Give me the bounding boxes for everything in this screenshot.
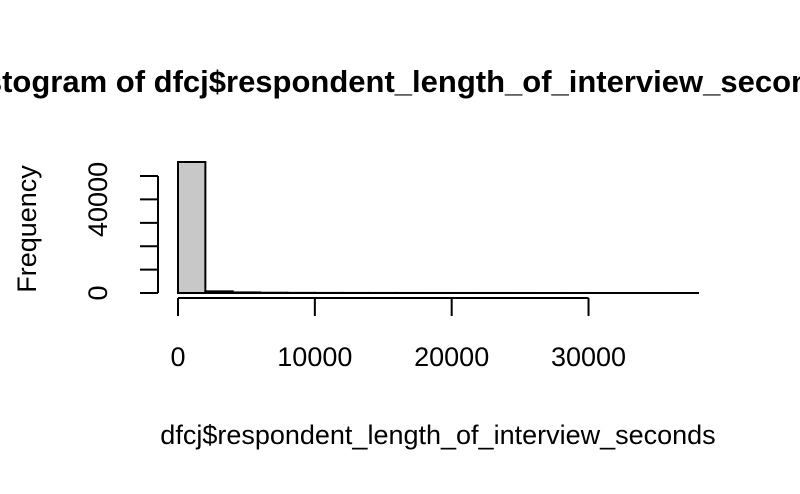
y-tick-label-4: 40000 xyxy=(83,162,113,237)
histogram-bar-0 xyxy=(177,161,207,294)
y-axis-label: Frequency xyxy=(12,165,42,293)
x-tick-label-2: 20000 xyxy=(414,342,489,372)
x-tick-label-1: 10000 xyxy=(277,342,352,372)
x-axis-label: dfcj$respondent_length_of_interview_seco… xyxy=(160,420,715,450)
histogram-bar-1 xyxy=(204,290,234,294)
y-axis: 0 40000 xyxy=(83,162,159,301)
y-tick-label-0: 0 xyxy=(83,285,113,300)
histogram-bar-2 xyxy=(231,291,262,295)
bars-group xyxy=(177,161,700,295)
x-tick-label-3: 30000 xyxy=(551,342,626,372)
chart-title: Histogram of dfcj$respondent_length_of_i… xyxy=(0,64,800,99)
x-axis: 0 10000 20000 30000 xyxy=(170,297,626,372)
x-tick-label-0: 0 xyxy=(170,342,185,372)
